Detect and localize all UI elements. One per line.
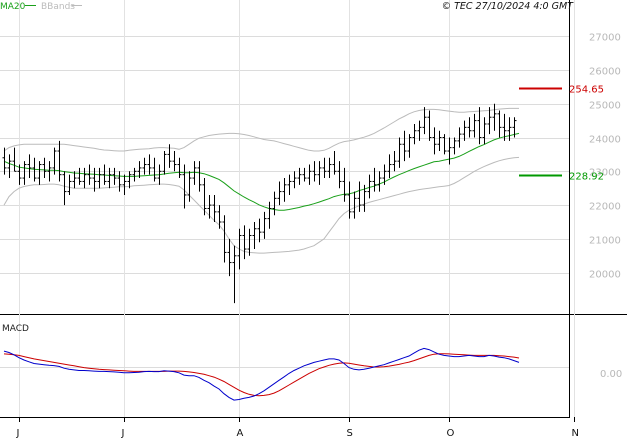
price-tick-label: 25000 — [589, 101, 621, 112]
ohlc-bars — [2, 103, 517, 304]
bollinger-bands — [3, 107, 520, 254]
month-label: J — [121, 428, 125, 439]
legend-bb-label: BBands — [41, 2, 75, 12]
month-label: O — [447, 428, 455, 439]
month-label: N — [572, 428, 579, 439]
month-label: S — [347, 428, 353, 439]
month-label: A — [237, 428, 244, 439]
copyright-text: © TEC 27/10/2024 4:0 GMT — [442, 1, 575, 12]
macd-title: MACD — [2, 324, 29, 334]
price-tick-label: 21000 — [589, 236, 621, 247]
bb-lower-line — [3, 156, 520, 254]
bb-upper-line — [3, 107, 519, 152]
price-tick-label: 22000 — [589, 202, 621, 213]
macd-signal-line — [3, 353, 520, 397]
price-tick-label: 20000 — [589, 270, 621, 281]
macd-panel: 0.00 — [0, 347, 622, 401]
price-tick-label: 23000 — [589, 168, 621, 179]
legend-ma-label: MA20 — [0, 2, 26, 12]
price-tick-label: 24000 — [589, 135, 621, 146]
price-tick-label: 26000 — [589, 67, 621, 78]
level-lines: 254.65 228.92 — [519, 85, 604, 183]
month-label: J — [16, 428, 20, 439]
resistance-level-label: 254.65 — [569, 85, 604, 96]
price-tick-label: 27000 — [589, 33, 621, 44]
price-axis-labels: 20000 21000 22000 23000 24000 25000 26000 27000 — [589, 33, 621, 281]
macd-zero-label: 0.00 — [600, 369, 622, 380]
support-level-label: 228.92 — [569, 172, 604, 183]
macd-line — [3, 347, 520, 401]
